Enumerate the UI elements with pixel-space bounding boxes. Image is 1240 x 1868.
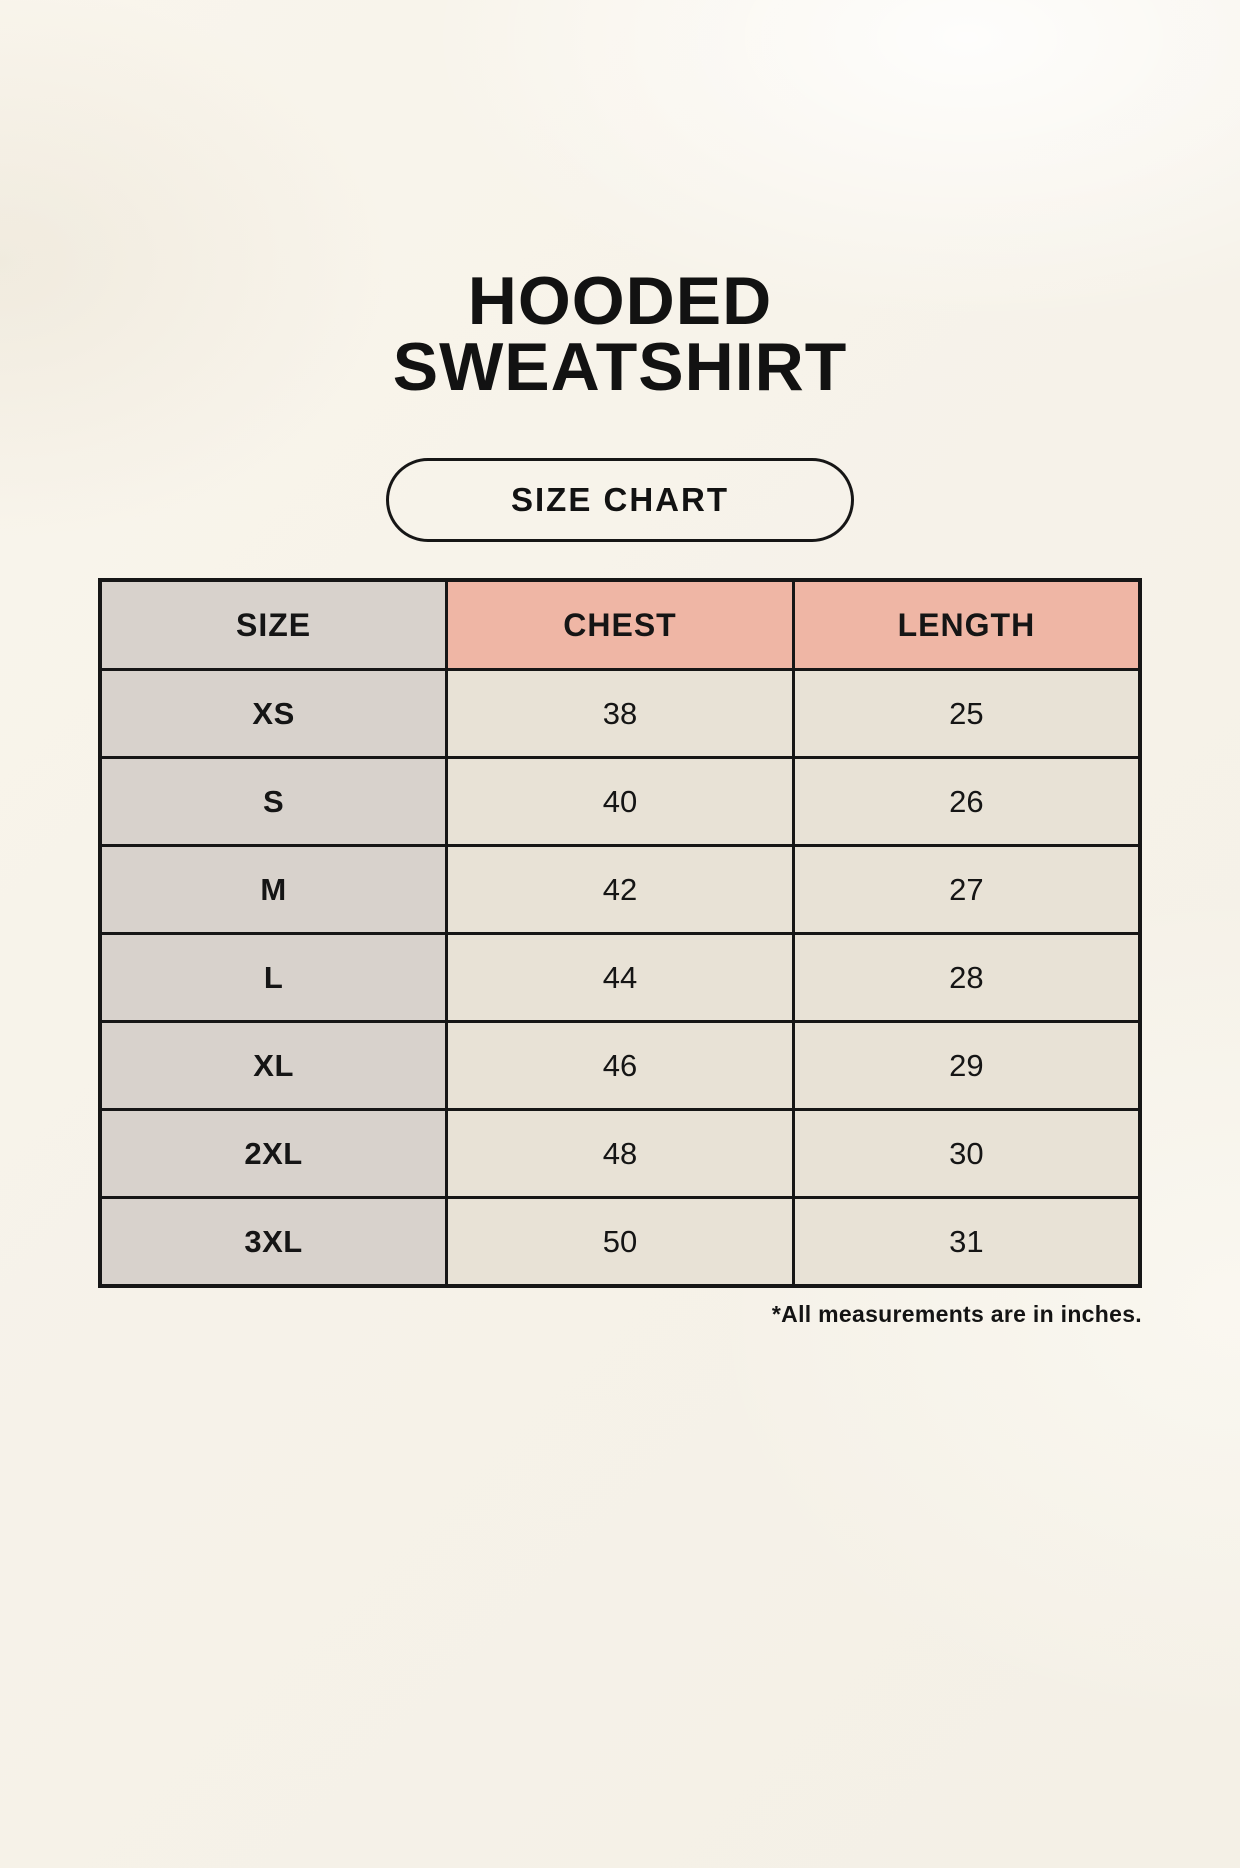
size-cell: M	[98, 844, 449, 935]
size-chart-page: HOODED SWEATSHIRT SIZE CHART SIZE CHEST …	[0, 263, 1240, 1868]
chest-cell: 50	[445, 1196, 795, 1288]
length-cell: 29	[791, 1020, 1142, 1111]
size-cell: XL	[98, 1020, 449, 1111]
size-cell: S	[98, 756, 449, 847]
table-row: XS 38 25	[98, 668, 1142, 759]
size-cell: XS	[98, 668, 449, 759]
table-row: XL 46 29	[98, 1020, 1142, 1111]
col-header-size: SIZE	[98, 578, 449, 671]
table-row: S 40 26	[98, 756, 1142, 847]
size-cell: L	[98, 932, 449, 1023]
table-row: M 42 27	[98, 844, 1142, 935]
page-title: HOODED SWEATSHIRT	[0, 263, 1240, 405]
length-cell: 27	[791, 844, 1142, 935]
size-cell: 3XL	[98, 1196, 449, 1288]
size-cell: 2XL	[98, 1108, 449, 1199]
length-cell: 30	[791, 1108, 1142, 1199]
table-header-row: SIZE CHEST LENGTH	[98, 578, 1142, 671]
table-row: 3XL 50 31	[98, 1196, 1142, 1288]
chest-cell: 40	[445, 756, 795, 847]
col-header-chest: CHEST	[445, 578, 795, 671]
title-line-1: HOODED	[467, 263, 773, 339]
size-chart-badge-label: SIZE CHART	[511, 481, 729, 518]
size-chart-badge: SIZE CHART	[386, 458, 854, 542]
length-cell: 31	[791, 1196, 1142, 1288]
length-cell: 28	[791, 932, 1142, 1023]
chest-cell: 42	[445, 844, 795, 935]
table-row: 2XL 48 30	[98, 1108, 1142, 1199]
table-row: L 44 28	[98, 932, 1142, 1023]
chest-cell: 44	[445, 932, 795, 1023]
size-chart-table: SIZE CHEST LENGTH XS 38 25 S 40 26 M 42 …	[98, 578, 1142, 1288]
chest-cell: 48	[445, 1108, 795, 1199]
length-cell: 26	[791, 756, 1142, 847]
chest-cell: 38	[445, 668, 795, 759]
chest-cell: 46	[445, 1020, 795, 1111]
measurements-note: *All measurements are in inches.	[771, 1301, 1142, 1327]
title-line-2: SWEATSHIRT	[392, 329, 848, 405]
length-cell: 25	[791, 668, 1142, 759]
col-header-length: LENGTH	[791, 578, 1142, 671]
